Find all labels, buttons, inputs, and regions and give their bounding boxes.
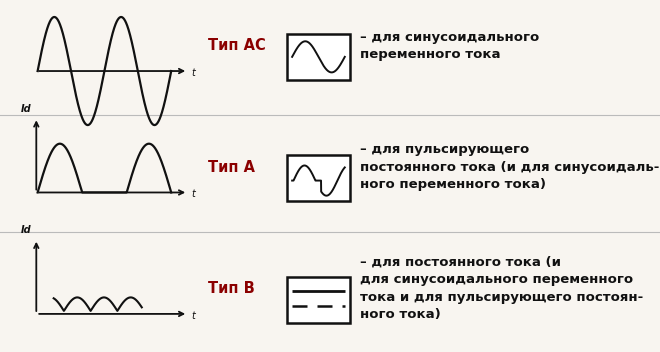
Bar <box>287 156 350 201</box>
Bar <box>287 34 350 80</box>
Bar <box>287 277 350 322</box>
Text: Id: Id <box>20 104 31 114</box>
Text: t: t <box>191 311 195 321</box>
Text: t: t <box>191 189 195 199</box>
Text: Тип А: Тип А <box>208 160 255 175</box>
Text: Тип В: Тип В <box>208 281 255 296</box>
Text: Тип АС: Тип АС <box>208 38 265 53</box>
Text: – для синусоидального
переменного тока: – для синусоидального переменного тока <box>360 31 539 61</box>
Text: – для пульсирующего
постоянного тока (и для синусоидаль-
ного переменного тока): – для пульсирующего постоянного тока (и … <box>360 143 659 191</box>
Text: Id: Id <box>20 225 31 235</box>
Text: – для постоянного тока (и
для синусоидального переменного
тока и для пульсирующе: – для постоянного тока (и для синусоидал… <box>360 256 643 321</box>
Text: t: t <box>191 68 195 78</box>
